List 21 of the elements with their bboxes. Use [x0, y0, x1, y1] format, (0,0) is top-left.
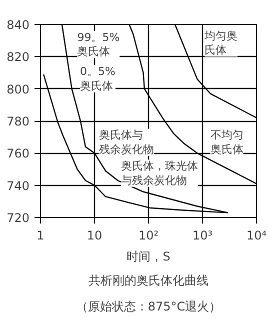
- y-tick-label: 840: [6, 18, 30, 32]
- annotation: 奥氏体与残余炭化物: [98, 128, 154, 156]
- annotation: 0。5%奥氏体: [80, 65, 116, 92]
- y-tick-label: 820: [6, 50, 30, 64]
- y-tick-label: 760: [6, 146, 30, 161]
- x-tick-label: 10³: [192, 228, 213, 242]
- annotation: 奥氏体，珠光体与残余炭化物: [121, 160, 198, 187]
- annotation: 均匀奥氏体: [204, 29, 238, 57]
- x-tick-label: 10²: [138, 228, 159, 242]
- annotation: 99。5%奥氏体: [77, 30, 120, 58]
- y-tick-label: 740: [6, 178, 30, 193]
- y-tick-label: 720: [6, 211, 30, 225]
- y-tick-label: 780: [6, 114, 30, 128]
- y-tick-label: 800: [6, 82, 30, 96]
- x-tick-label: 1: [36, 228, 44, 242]
- x-tick-label: 10: [86, 228, 102, 242]
- x-axis-title: 时间，S: [126, 250, 170, 264]
- x-tick-label: 10⁴: [246, 228, 267, 242]
- annotation: 不均匀奥氏体: [210, 128, 244, 156]
- text: 共析刚的奥氏体化曲线: [88, 274, 208, 288]
- text: （原始状态：875°C退火）: [76, 300, 222, 314]
